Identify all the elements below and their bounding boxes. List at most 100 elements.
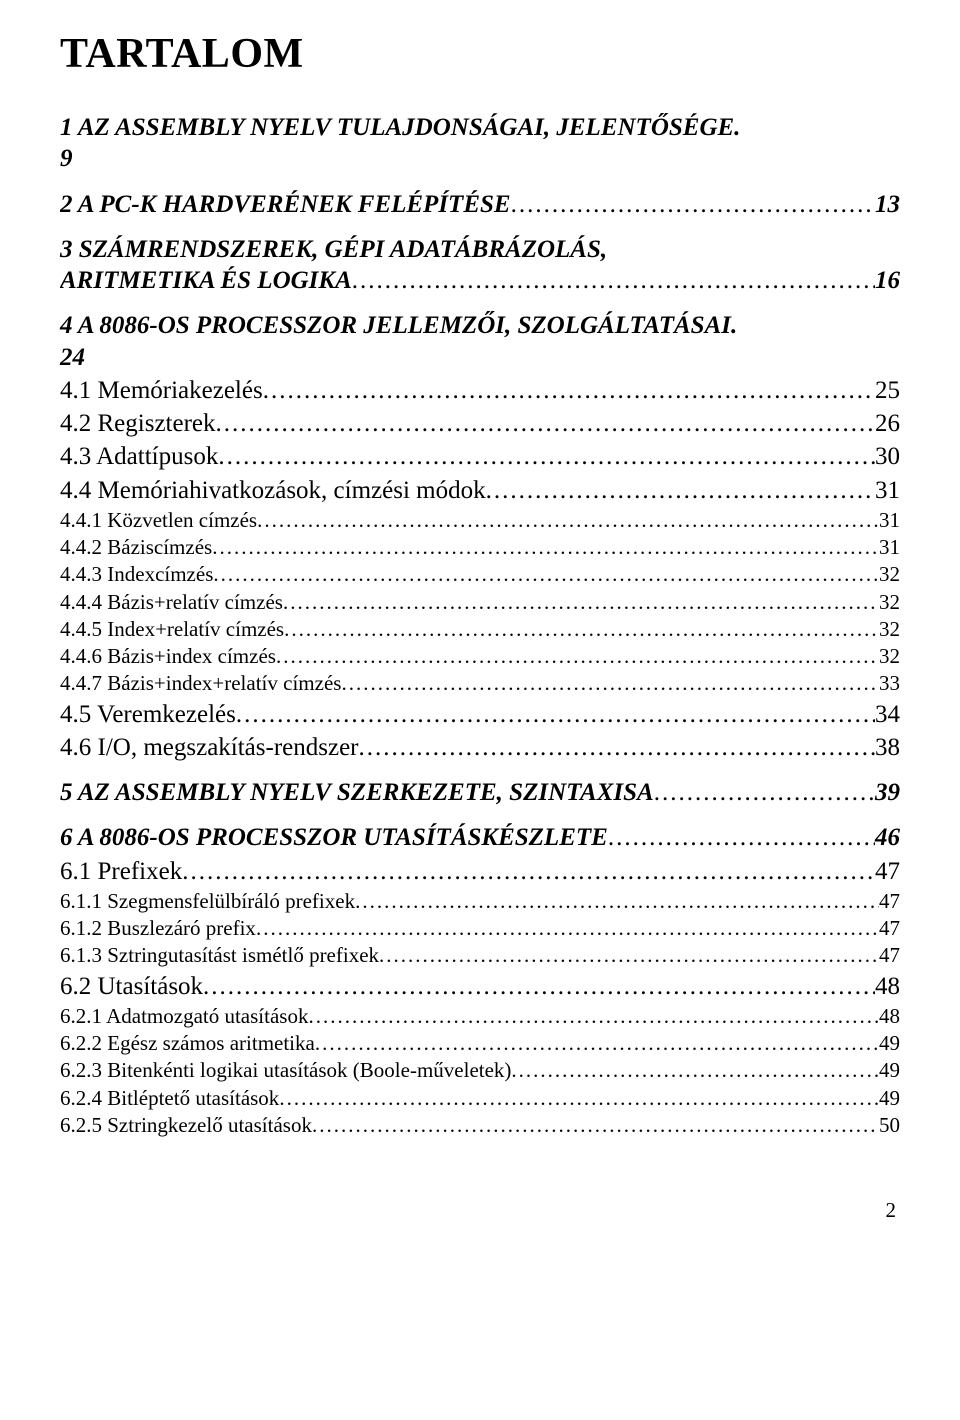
toc-leader xyxy=(283,589,879,615)
toc-entry: 4.4.2 Báziscímzés 31 xyxy=(60,534,900,560)
toc-leader xyxy=(511,189,875,220)
toc-page: 9 xyxy=(60,143,900,174)
toc-label: 6.1 Prefixek xyxy=(60,856,182,887)
toc-leader xyxy=(263,375,875,406)
toc-page: 30 xyxy=(875,441,900,472)
toc-page: 13 xyxy=(875,189,900,220)
toc-label: 4.6 I/O, megszakítás-rendszer xyxy=(60,732,359,763)
toc-page: 16 xyxy=(875,265,900,296)
toc-entry: 4.4.3 Indexcímzés 32 xyxy=(60,561,900,587)
toc-entry: 6.2.4 Bitléptető utasítások 49 xyxy=(60,1085,900,1111)
toc-entry: 2 A PC-K HARDVERÉNEK FELÉPÍTÉSE 13 xyxy=(60,189,900,220)
toc-entry: 4.4.7 Bázis+index+relatív címzés 33 xyxy=(60,670,900,696)
toc-page: 31 xyxy=(879,507,900,533)
toc-label: 5 AZ ASSEMBLY NYELV SZERKEZETE, SZINTAXI… xyxy=(60,777,654,808)
toc-page: 47 xyxy=(879,942,900,968)
toc-label: 4.5 Veremkezelés xyxy=(60,699,236,730)
toc-page: 49 xyxy=(879,1057,900,1083)
toc-entry: 6.2.2 Egész számos aritmetika 49 xyxy=(60,1030,900,1056)
toc-entry: 5 AZ ASSEMBLY NYELV SZERKEZETE, SZINTAXI… xyxy=(60,777,900,808)
toc-label: ARITMETIKA ÉS LOGIKA xyxy=(60,265,352,296)
toc-leader xyxy=(352,265,875,296)
toc-page: 25 xyxy=(875,375,900,406)
toc-leader xyxy=(308,1003,879,1029)
toc-label: 6.2.4 Bitléptető utasítások xyxy=(60,1085,279,1111)
toc-label: 6.2.5 Sztringkezelő utasítások xyxy=(60,1112,312,1138)
toc-leader xyxy=(608,822,875,853)
toc-entry: 4.1 Memóriakezelés 25 xyxy=(60,375,900,406)
toc-label: 4.4.4 Bázis+relatív címzés xyxy=(60,589,283,615)
toc-entry: 4.5 Veremkezelés34 xyxy=(60,699,900,730)
toc-entry: 4 A 8086-OS PROCESSZOR JELLEMZŐI, SZOLGÁ… xyxy=(60,310,900,373)
toc-leader xyxy=(355,888,879,914)
toc-leader xyxy=(203,971,875,1002)
toc-entry: 3 SZÁMRENDSZEREK, GÉPI ADATÁBRÁZOLÁS,ARI… xyxy=(60,234,900,297)
toc-page: 48 xyxy=(875,971,900,1002)
toc-entry: 4.3 Adattípusok 30 xyxy=(60,441,900,472)
toc-page: 38 xyxy=(875,732,900,763)
toc-entry: 6.1.2 Buszlezáró prefix 47 xyxy=(60,915,900,941)
toc-leader xyxy=(486,475,875,506)
toc-label: 3 SZÁMRENDSZEREK, GÉPI ADATÁBRÁZOLÁS, xyxy=(60,234,900,265)
toc-label: 4.1 Memóriakezelés xyxy=(60,375,263,406)
toc-leader xyxy=(279,1085,879,1111)
toc-page: 49 xyxy=(879,1030,900,1056)
toc-page: 32 xyxy=(879,616,900,642)
toc-page: 31 xyxy=(879,534,900,560)
toc-label: 6.2 Utasítások xyxy=(60,971,203,1002)
toc-label: 4.4.1 Közvetlen címzés xyxy=(60,507,257,533)
toc-leader xyxy=(511,1057,879,1083)
toc-page: 33 xyxy=(879,670,900,696)
toc-leader xyxy=(276,643,879,669)
toc-entry: 6.2 Utasítások 48 xyxy=(60,971,900,1002)
toc-label: 4.4.5 Index+relatív címzés xyxy=(60,616,284,642)
toc-label: 4.4.6 Bázis+index címzés xyxy=(60,643,276,669)
toc-label: 4.2 Regiszterek xyxy=(60,408,216,439)
toc-label: 6 A 8086-OS PROCESSZOR UTASÍTÁSKÉSZLETE xyxy=(60,822,608,853)
toc-label: 4.4.3 Indexcímzés xyxy=(60,561,213,587)
toc-entry: 6.1.1 Szegmensfelülbíráló prefixek 47 xyxy=(60,888,900,914)
toc-label: 4 A 8086-OS PROCESSZOR JELLEMZŐI, SZOLGÁ… xyxy=(60,310,900,341)
toc-leader xyxy=(341,670,879,696)
toc-label: 6.1.2 Buszlezáró prefix xyxy=(60,915,256,941)
toc-label: 6.1.1 Szegmensfelülbíráló prefixek xyxy=(60,888,355,914)
toc-leader xyxy=(182,856,875,887)
page-number: 2 xyxy=(60,1198,900,1223)
table-of-contents: 1 AZ ASSEMBLY NYELV TULAJDONSÁGAI, JELEN… xyxy=(60,112,900,1138)
toc-entry: 6.2.5 Sztringkezelő utasítások 50 xyxy=(60,1112,900,1138)
toc-entry: 4.4.4 Bázis+relatív címzés 32 xyxy=(60,589,900,615)
toc-label: 2 A PC-K HARDVERÉNEK FELÉPÍTÉSE xyxy=(60,189,511,220)
toc-entry: 4.6 I/O, megszakítás-rendszer 38 xyxy=(60,732,900,763)
toc-page: 32 xyxy=(879,589,900,615)
toc-label: 6.2.1 Adatmozgató utasítások xyxy=(60,1003,308,1029)
toc-entry: 4.4.1 Közvetlen címzés 31 xyxy=(60,507,900,533)
toc-leader xyxy=(315,1030,879,1056)
toc-leader xyxy=(284,616,879,642)
toc-entry: 4.2 Regiszterek 26 xyxy=(60,408,900,439)
toc-page: 32 xyxy=(879,561,900,587)
toc-label: 4.4.2 Báziscímzés xyxy=(60,534,212,560)
toc-page: 49 xyxy=(879,1085,900,1111)
toc-leader xyxy=(213,561,879,587)
toc-entry: 4.4.5 Index+relatív címzés 32 xyxy=(60,616,900,642)
toc-label: 1 AZ ASSEMBLY NYELV TULAJDONSÁGAI, JELEN… xyxy=(60,112,900,143)
toc-page: 47 xyxy=(879,888,900,914)
toc-entry: 6.2.3 Bitenkénti logikai utasítások (Boo… xyxy=(60,1057,900,1083)
toc-entry: 6.2.1 Adatmozgató utasítások 48 xyxy=(60,1003,900,1029)
toc-page: 48 xyxy=(879,1003,900,1029)
toc-leader xyxy=(256,915,879,941)
toc-leader xyxy=(212,534,879,560)
toc-page: 32 xyxy=(879,643,900,669)
toc-page: 47 xyxy=(875,856,900,887)
toc-page: 46 xyxy=(875,822,900,853)
toc-page: 26 xyxy=(875,408,900,439)
toc-label: 4.3 Adattípusok xyxy=(60,441,218,472)
toc-entry: 6.1.3 Sztringutasítást ismétlő prefixek4… xyxy=(60,942,900,968)
toc-label: 4.4 Memóriahivatkozások, címzési módok xyxy=(60,475,486,506)
toc-label: 4.4.7 Bázis+index+relatív címzés xyxy=(60,670,341,696)
page-title: TARTALOM xyxy=(60,30,900,78)
toc-label: 6.2.2 Egész számos aritmetika xyxy=(60,1030,315,1056)
toc-leader xyxy=(257,507,879,533)
toc-page: 31 xyxy=(875,475,900,506)
toc-page: 39 xyxy=(875,777,900,808)
